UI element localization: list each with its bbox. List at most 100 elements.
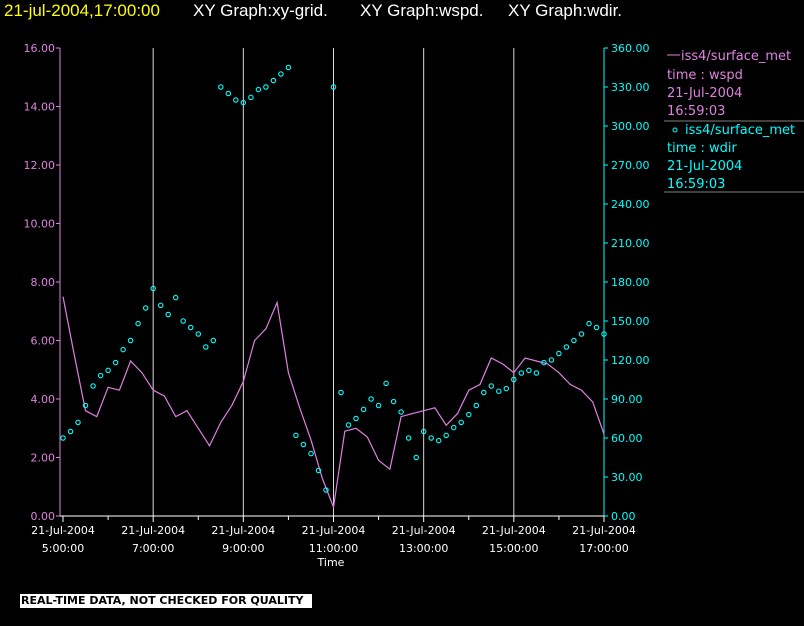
wdir-point xyxy=(323,487,329,493)
wdir-point xyxy=(180,318,186,324)
wdir-point xyxy=(413,454,419,461)
wdir-point xyxy=(443,432,449,439)
x-tick-date: 21-Jul-2004 xyxy=(31,524,95,537)
wdir-point xyxy=(60,435,66,441)
legend-wdir-source: iss4/surface_met xyxy=(685,123,795,138)
x-tick-time: 13:00:00 xyxy=(399,542,448,555)
wdir-point xyxy=(548,357,555,363)
wdir-point xyxy=(142,305,149,311)
wdir-point xyxy=(90,383,96,389)
right-y-tick-label: 360.00 xyxy=(611,42,650,55)
x-tick-time: 5:00:00 xyxy=(42,542,84,555)
wdir-point xyxy=(218,84,224,90)
left-y-tick-label: 16.00 xyxy=(24,42,56,55)
wdir-point xyxy=(518,370,525,376)
x-tick-date: 21-Jul-2004 xyxy=(572,524,636,537)
wdir-point xyxy=(120,346,126,353)
left-y-tick-label: 4.00 xyxy=(31,393,56,406)
legend-wspd-variable: time : wspd xyxy=(667,68,743,83)
vertical-grid xyxy=(152,48,515,516)
wdir-point xyxy=(466,411,472,418)
series-wspd xyxy=(62,296,605,510)
x-tick-date: 21-Jul-2004 xyxy=(121,524,185,537)
wdir-point xyxy=(526,367,532,374)
x-axis-label: Time xyxy=(317,556,345,569)
wdir-point xyxy=(210,337,217,344)
wdir-point xyxy=(270,77,277,84)
right-y-tick-label: 210.00 xyxy=(611,237,650,250)
right-y-axis: 0.00 30.00 60.00 90.00 120.00 150.00 180.00 210… xyxy=(604,42,650,523)
wdir-point xyxy=(240,99,247,106)
x-tick-time: 17:00:00 xyxy=(579,542,628,555)
wdir-point xyxy=(75,419,81,426)
wdir-point xyxy=(473,402,480,409)
right-y-tick-label: 150.00 xyxy=(611,315,650,328)
left-y-tick-label: 10.00 xyxy=(24,218,56,231)
left-y-tick-label: 12.00 xyxy=(24,159,56,172)
wdir-point xyxy=(97,372,104,379)
x-tick-time: 7:00:00 xyxy=(132,542,174,555)
wdir-point xyxy=(435,437,442,444)
wdir-point xyxy=(263,84,269,90)
series-wdir xyxy=(60,64,607,493)
wdir-point xyxy=(278,71,284,77)
wdir-point xyxy=(533,370,540,376)
right-y-tick-label: 60.00 xyxy=(611,432,643,445)
wdir-point xyxy=(511,376,517,383)
legend-wdir-time: 16:59:03 xyxy=(667,177,725,192)
wdir-point xyxy=(481,389,487,396)
wdir-point xyxy=(383,380,389,387)
left-y-tick-label: 0.00 xyxy=(31,510,56,523)
header-graph-wspd: XY Graph:wspd. xyxy=(360,1,483,20)
legend-wspd-time: 16:59:03 xyxy=(667,104,725,119)
wdir-point xyxy=(248,94,254,101)
wdir-point xyxy=(150,285,156,292)
wdir-point xyxy=(135,320,141,327)
right-y-tick-label: 30.00 xyxy=(611,471,643,484)
right-y-tick-label: 180.00 xyxy=(611,276,650,289)
wdir-point xyxy=(353,415,359,422)
wdir-point xyxy=(578,331,585,337)
legend-wdir-variable: time : wdir xyxy=(667,141,738,156)
wdir-point xyxy=(225,90,232,97)
wdir-point xyxy=(458,419,464,426)
left-y-tick-label: 2.00 xyxy=(31,452,56,465)
wdir-point xyxy=(390,398,397,405)
wdir-point xyxy=(375,402,382,409)
left-y-tick-label: 8.00 xyxy=(31,276,56,289)
wdir-point xyxy=(593,324,600,331)
wdir-point xyxy=(203,344,209,350)
wdir-point xyxy=(82,402,89,409)
wdir-point xyxy=(165,311,171,318)
wdir-point xyxy=(428,435,434,441)
x-tick-date: 21-Jul-2004 xyxy=(392,524,456,537)
right-y-tick-label: 0.00 xyxy=(611,510,636,523)
wdir-point xyxy=(488,383,495,389)
legend: iss4/surface_met time : wspd 21-Jul-2004… xyxy=(664,49,804,193)
x-tick-date: 21-Jul-2004 xyxy=(302,524,366,537)
wdir-point xyxy=(405,435,412,441)
left-y-axis: 0.00 2.00 4.00 6.00 8.00 10.00 12.00 14.00 16.00 xyxy=(24,42,60,523)
right-y-tick-label: 240.00 xyxy=(611,198,650,211)
wdir-point xyxy=(420,428,427,435)
wdir-point xyxy=(360,406,367,413)
wdir-point xyxy=(571,337,577,344)
header-timestamp: 21-jul-2004,17:00:00 xyxy=(4,1,160,20)
right-y-tick-label: 270.00 xyxy=(611,159,650,172)
legend-wspd-source: iss4/surface_met xyxy=(681,49,791,64)
wdir-point xyxy=(105,367,111,374)
wdir-point xyxy=(601,331,607,337)
wdir-point xyxy=(496,388,502,394)
legend-wdir-date: 21-Jul-2004 xyxy=(667,159,742,174)
wdir-point xyxy=(300,441,307,448)
wdir-point xyxy=(255,86,262,93)
header-graph-xy-grid: XY Graph:xy-grid. xyxy=(193,1,328,20)
wdir-point xyxy=(338,389,344,396)
x-tick-date: 21-Jul-2004 xyxy=(482,524,546,537)
wdir-point xyxy=(345,422,352,428)
wdir-point xyxy=(127,337,134,344)
wdir-point xyxy=(503,385,510,392)
right-y-tick-label: 90.00 xyxy=(611,393,643,406)
left-y-tick-label: 6.00 xyxy=(31,335,56,348)
